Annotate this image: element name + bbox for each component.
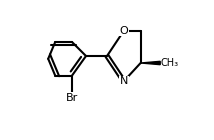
- Text: O: O: [119, 26, 128, 36]
- Text: Br: Br: [66, 93, 78, 103]
- Text: N: N: [120, 76, 128, 86]
- Text: CH₃: CH₃: [161, 58, 179, 68]
- Polygon shape: [141, 61, 160, 65]
